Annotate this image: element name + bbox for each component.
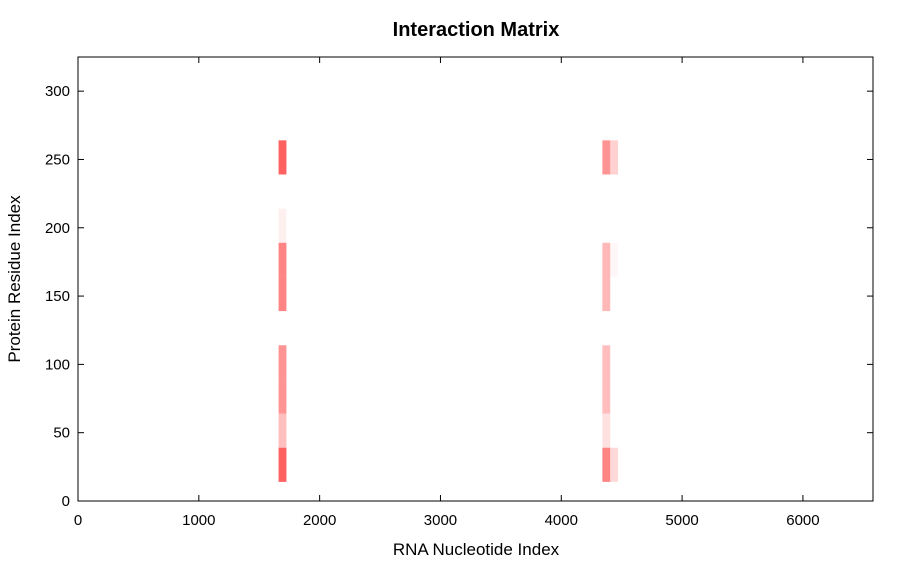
y-tick-label: 50	[53, 425, 70, 442]
x-axis-label: RNA Nucleotide Index	[393, 540, 560, 559]
x-axis-ticks: 0 1000 2000 3000 4000 5000 6000	[74, 57, 820, 529]
y-tick-label: 300	[45, 83, 70, 100]
y-axis-ticks: 0 50 100 150 200 250 300	[45, 83, 873, 510]
heatmap-cell	[278, 140, 287, 175]
heatmap-cell	[610, 140, 619, 175]
x-tick-label: 3000	[424, 512, 457, 529]
x-tick-label: 2000	[303, 512, 336, 529]
heatmap-cell	[610, 447, 619, 482]
y-tick-label: 200	[45, 220, 70, 237]
y-tick-label: 150	[45, 288, 70, 305]
heatmap-cell	[278, 447, 287, 482]
x-tick-label: 6000	[786, 512, 819, 529]
x-tick-label: 5000	[665, 512, 698, 529]
x-tick-label: 1000	[182, 512, 215, 529]
plot-frame	[77, 56, 874, 502]
heatmap-cell	[602, 140, 611, 175]
y-tick-label: 100	[45, 356, 70, 373]
y-tick-label: 250	[45, 151, 70, 168]
heatmap-cell	[610, 243, 618, 277]
heatmap-cell	[602, 447, 611, 482]
chart-title: Interaction Matrix	[393, 19, 560, 41]
heatmap-cell	[278, 379, 287, 414]
y-axis-label: Protein Residue Index	[5, 195, 24, 363]
heatmap-cell	[278, 345, 287, 380]
y-tick-label: 0	[62, 493, 70, 510]
x-tick-label: 0	[74, 512, 82, 529]
heatmap-cell	[602, 242, 611, 277]
heatmap-cell	[602, 379, 611, 414]
heatmap-cell	[602, 413, 611, 448]
heatmap-cells	[278, 140, 619, 482]
heatmap-cell	[602, 276, 611, 312]
heatmap-cell	[278, 242, 287, 277]
x-tick-label: 4000	[545, 512, 578, 529]
heatmap-cell	[278, 208, 287, 243]
heatmap-cell	[278, 276, 287, 312]
heatmap-cell	[602, 345, 611, 380]
heatmap-cell	[278, 413, 287, 448]
